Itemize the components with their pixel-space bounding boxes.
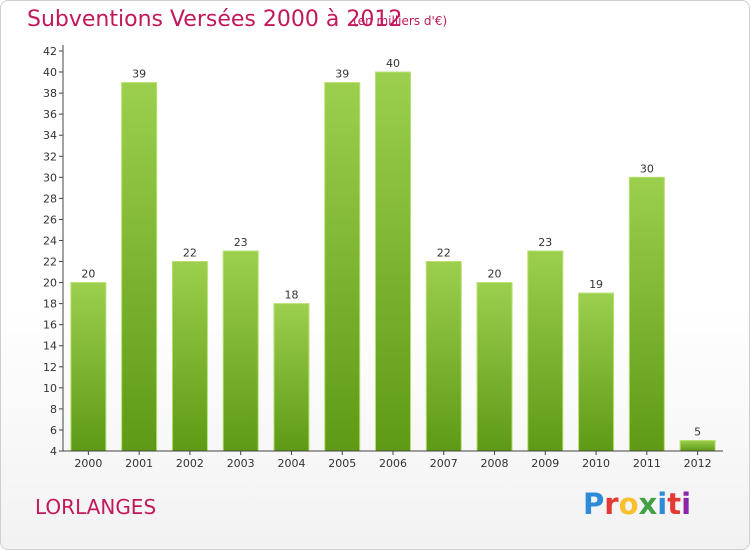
y-tick-label: 34 xyxy=(43,129,57,142)
y-tick-label: 18 xyxy=(43,298,57,311)
bar-value-label: 39 xyxy=(132,68,146,81)
x-tick-label: 2005 xyxy=(328,457,356,470)
bar-value-label: 30 xyxy=(640,162,654,175)
x-axis-ticks: 2000 2001 2002 2003 2004 2005 2006 2007 2008 2009… xyxy=(74,451,712,470)
y-axis-ticks: 4 6 8 10 12 14 16 18 20 22 24 26 28 30 32 34 36 38 40 42 xyxy=(43,45,63,458)
logo-letter: t xyxy=(667,487,682,521)
y-tick-label: 38 xyxy=(43,87,57,100)
x-tick-label: 2010 xyxy=(582,457,610,470)
x-tick-label: 2004 xyxy=(277,457,305,470)
y-tick-label: 24 xyxy=(43,234,57,247)
logo-letter: o xyxy=(618,487,639,521)
bar xyxy=(121,82,158,452)
bar-value-label: 22 xyxy=(437,247,451,260)
x-tick-label: 2003 xyxy=(227,457,255,470)
x-tick-label: 2011 xyxy=(633,457,661,470)
y-tick-label: 20 xyxy=(43,277,57,290)
commune-name: LORLANGES xyxy=(35,495,157,519)
bar-value-label: 23 xyxy=(234,236,248,249)
bar xyxy=(527,250,564,452)
chart-subtitle: (en milliers d'€) xyxy=(353,14,448,28)
y-tick-label: 16 xyxy=(43,319,57,332)
y-tick-label: 32 xyxy=(43,150,57,163)
bar xyxy=(476,282,513,452)
bars-group: 20 39 22 23 18 39 40 22 20 23 19 30 5 xyxy=(70,57,716,452)
logo-letter: P xyxy=(583,487,605,521)
chart-title: Subventions Versées 2000 à 2012 xyxy=(27,7,403,32)
y-tick-label: 8 xyxy=(50,403,57,416)
x-tick-label: 2001 xyxy=(125,457,153,470)
x-tick-label: 2009 xyxy=(531,457,559,470)
y-tick-label: 10 xyxy=(43,382,57,395)
y-tick-label: 36 xyxy=(43,108,57,121)
x-tick-label: 2002 xyxy=(176,457,204,470)
bar xyxy=(679,439,716,452)
logo-letter: i xyxy=(681,487,692,521)
y-tick-label: 12 xyxy=(43,361,57,374)
bar xyxy=(578,292,615,452)
y-tick-label: 6 xyxy=(50,424,57,437)
y-tick-label: 30 xyxy=(43,171,57,184)
bar xyxy=(324,82,361,452)
x-tick-label: 2006 xyxy=(379,457,407,470)
bar-value-label: 40 xyxy=(386,57,400,70)
x-tick-label: 2012 xyxy=(684,457,712,470)
bar xyxy=(628,176,665,452)
x-tick-label: 2007 xyxy=(430,457,458,470)
y-tick-label: 22 xyxy=(43,256,57,269)
bar xyxy=(375,71,411,452)
bar-value-label: 23 xyxy=(538,236,552,249)
bar-value-label: 20 xyxy=(81,268,95,281)
y-tick-label: 28 xyxy=(43,192,57,205)
logo-letter: r xyxy=(604,487,619,521)
bar xyxy=(171,261,208,452)
x-tick-label: 2000 xyxy=(74,457,102,470)
bar-value-label: 5 xyxy=(694,425,701,438)
bar-value-label: 22 xyxy=(183,247,197,260)
bar-value-label: 20 xyxy=(488,268,502,281)
bar-value-label: 39 xyxy=(335,68,349,81)
y-tick-label: 4 xyxy=(50,445,57,458)
y-tick-label: 14 xyxy=(43,340,57,353)
bar-value-label: 18 xyxy=(284,289,298,302)
bar xyxy=(425,261,462,452)
x-tick-label: 2008 xyxy=(481,457,509,470)
y-tick-label: 40 xyxy=(43,66,57,79)
axes xyxy=(62,45,723,452)
bar xyxy=(222,250,259,452)
proxiti-logo: Proxiti xyxy=(583,487,691,521)
bar xyxy=(273,303,310,452)
logo-letter: x xyxy=(638,487,658,521)
bar-value-label: 19 xyxy=(589,278,603,291)
y-tick-label: 26 xyxy=(43,213,57,226)
bar xyxy=(70,282,107,452)
logo-letter: i xyxy=(657,487,668,521)
y-tick-label: 42 xyxy=(43,45,57,58)
